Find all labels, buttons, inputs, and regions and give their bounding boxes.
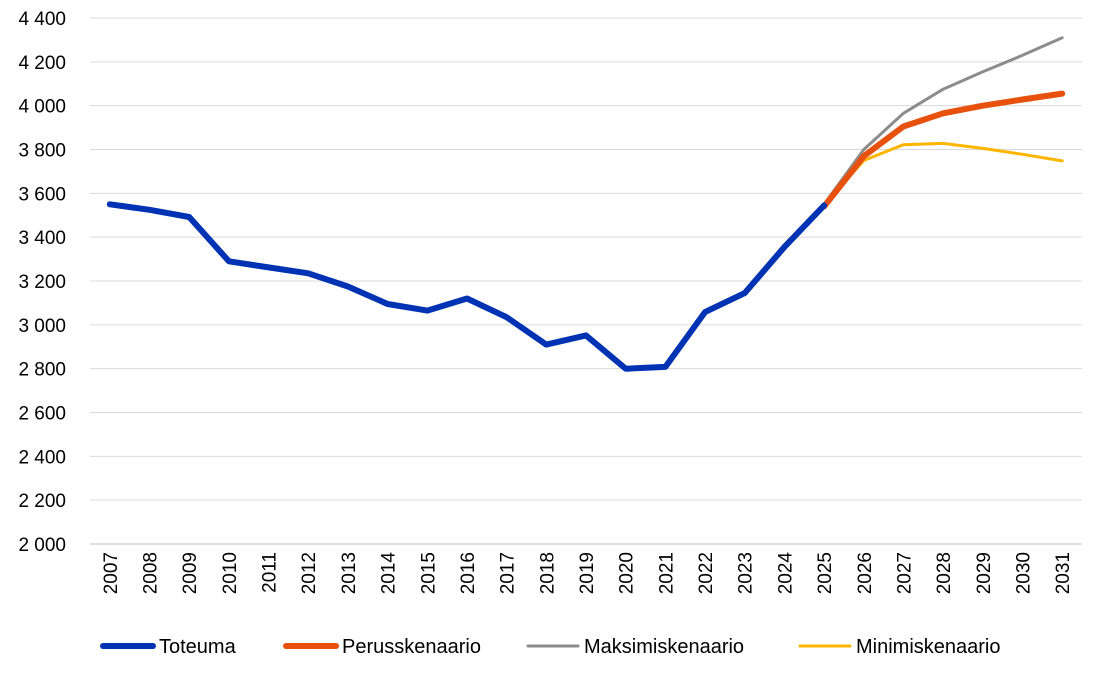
- x-tick-label: 2020: [617, 552, 638, 594]
- legend-label: Maksimiskenaario: [584, 636, 744, 658]
- y-tick-label: 4 400: [18, 9, 66, 30]
- x-tick-label: 2031: [1053, 552, 1074, 594]
- x-axis-tick-labels: 2007 2008 2009 2010 2011 2012 2013 2014 2015 2016…: [101, 552, 1074, 595]
- y-tick-label: 2 800: [18, 360, 66, 381]
- y-tick-label: 2 000: [18, 535, 66, 556]
- series-line-maksimiskenaario: [822, 36, 1064, 206]
- x-tick-label: 2027: [894, 552, 915, 594]
- x-tick-label: 2026: [855, 552, 876, 594]
- x-tick-label: 2012: [299, 552, 320, 594]
- x-tick-label: 2019: [577, 552, 598, 594]
- x-tick-label: 2022: [696, 552, 717, 594]
- x-tick-label: 2009: [180, 552, 201, 594]
- y-tick-label: 4 200: [18, 53, 66, 74]
- x-tick-label: 2011: [260, 552, 281, 593]
- y-axis-tick-labels: 2 000 2 200 2 400 2 600 2 800 3 000 3 200 3 400…: [18, 9, 66, 556]
- legend-label: Toteuma: [159, 636, 237, 658]
- y-tick-label: 3 400: [18, 228, 66, 249]
- x-tick-label: 2017: [498, 552, 519, 594]
- x-tick-label: 2010: [220, 552, 241, 594]
- legend-label: Perusskenaario: [342, 636, 481, 658]
- x-tick-label: 2014: [379, 552, 400, 595]
- x-tick-label: 2016: [458, 552, 479, 594]
- legend-label: Minimiskenaario: [856, 636, 1001, 658]
- series-line-perusskenaario: [821, 90, 1066, 210]
- x-tick-label: 2007: [101, 552, 122, 594]
- x-tick-label: 2029: [974, 552, 995, 594]
- y-tick-label: 3 000: [18, 316, 66, 337]
- gridlines: [90, 17, 1082, 501]
- y-tick-label: 3 600: [18, 184, 66, 205]
- y-tick-label: 2 400: [18, 447, 66, 468]
- y-tick-label: 2 600: [18, 404, 66, 425]
- x-tick-label: 2024: [775, 552, 796, 595]
- x-tick-label: 2015: [418, 552, 439, 594]
- x-tick-label: 2023: [736, 552, 757, 594]
- x-tick-label: 2025: [815, 552, 836, 594]
- series-line-toteuma: [106, 201, 828, 372]
- y-tick-label: 3 800: [18, 141, 66, 162]
- x-tick-label: 2030: [1013, 552, 1034, 594]
- y-tick-label: 4 000: [18, 97, 66, 118]
- x-tick-label: 2021: [656, 552, 677, 594]
- x-tick-label: 2028: [934, 552, 955, 594]
- series-lines: [106, 36, 1066, 372]
- y-tick-label: 3 200: [18, 272, 66, 293]
- x-tick-label: 2013: [339, 552, 360, 594]
- y-tick-label: 2 200: [18, 491, 66, 512]
- x-tick-label: 2018: [537, 552, 558, 594]
- legend: Toteuma Perusskenaario Maksimiskenaario Min…: [100, 636, 1001, 658]
- x-tick-label: 2008: [141, 552, 162, 594]
